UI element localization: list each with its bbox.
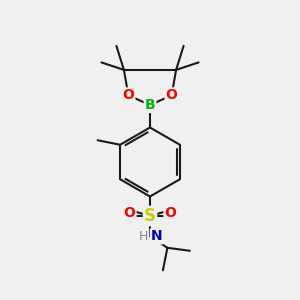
Text: N: N bbox=[151, 230, 162, 243]
Text: O: O bbox=[164, 206, 176, 220]
Text: O: O bbox=[166, 88, 178, 102]
Text: O: O bbox=[122, 88, 134, 102]
Text: O: O bbox=[124, 206, 136, 220]
Text: S: S bbox=[144, 207, 156, 225]
Text: B: B bbox=[145, 98, 155, 112]
Text: H: H bbox=[139, 230, 148, 243]
